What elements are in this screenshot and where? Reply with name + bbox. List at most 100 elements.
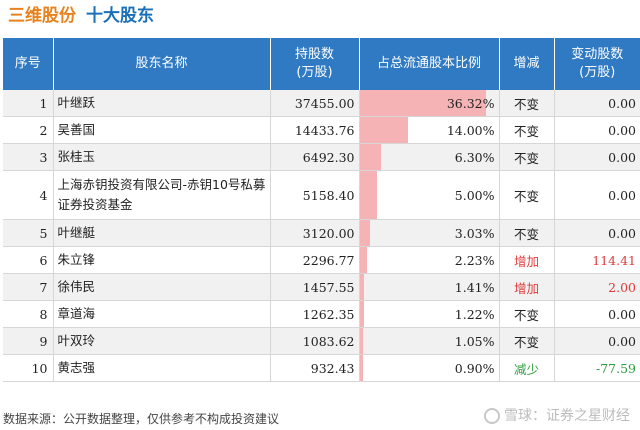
shares-held: 1083.62 xyxy=(270,327,360,355)
shareholders-table: 序号 股东名称 持股数 (万股) 占总流通股本比例 增减 变动股数 (万股) 1 叶继… xyxy=(3,38,640,382)
shares-delta: -77.59 xyxy=(554,354,640,382)
ratio-cell: 1.05% xyxy=(359,327,500,355)
shares-delta: 114.41 xyxy=(554,246,640,274)
shares-delta: 0.00 xyxy=(554,170,640,220)
shares-held: 6492.30 xyxy=(270,143,360,171)
change-cell: 不变 xyxy=(499,116,555,144)
change-cell: 不变 xyxy=(499,90,555,117)
table-row[interactable]: 5 叶继艇 3120.00 3.03% 不变 0.00 xyxy=(3,219,640,247)
shareholder-name: 黄志强 xyxy=(53,354,271,382)
ratio-cell: 5.00% xyxy=(359,170,500,220)
change-cell: 增加 xyxy=(499,246,555,274)
column-header-change[interactable]: 增减 xyxy=(499,38,555,90)
shareholder-name: 张桂玉 xyxy=(53,143,271,171)
data-source-note: 数据来源：公开数据整理，仅供参考不构成投资建议 xyxy=(3,412,280,426)
shareholder-name: 徐伟民 xyxy=(53,273,271,301)
ratio-value: 5.00% xyxy=(454,187,495,203)
table-row[interactable]: 4 上海赤钥投资有限公司-赤钥10号私募证券投资基金 5158.40 5.00% 不变 0… xyxy=(3,170,640,220)
ratio-bar xyxy=(359,355,363,381)
table-row[interactable]: 8 章道海 1262.35 1.22% 不变 0.00 xyxy=(3,300,640,328)
row-index: 9 xyxy=(3,327,54,355)
ratio-bar xyxy=(359,117,409,143)
table-row[interactable]: 7 徐伟民 1457.55 1.41% 增加 2.00 xyxy=(3,273,640,301)
change-status: 不变 xyxy=(513,96,539,112)
change-status: 不变 xyxy=(513,123,539,139)
shareholder-name: 叶继艇 xyxy=(53,219,271,247)
shares-held: 3120.00 xyxy=(270,219,360,247)
table-row[interactable]: 10 黄志强 932.43 0.90% 减少 -77.59 xyxy=(3,354,640,382)
ratio-value: 1.22% xyxy=(454,306,495,322)
shares-held: 1262.35 xyxy=(270,300,360,328)
column-header-shares[interactable]: 持股数 (万股) xyxy=(270,38,360,90)
shareholder-name: 章道海 xyxy=(53,300,271,328)
shares-delta: 0.00 xyxy=(554,116,640,144)
page-title: 三维股份 十大股东 xyxy=(8,4,154,28)
change-status: 不变 xyxy=(513,334,539,350)
row-index: 2 xyxy=(3,116,54,144)
shares-delta: 0.00 xyxy=(554,90,640,117)
ratio-value: 2.23% xyxy=(454,252,495,268)
change-cell: 不变 xyxy=(499,143,555,171)
ratio-cell: 0.90% xyxy=(359,354,500,382)
shares-held: 14433.76 xyxy=(270,116,360,144)
shareholder-name: 叶继跃 xyxy=(53,90,271,117)
change-cell: 不变 xyxy=(499,300,555,328)
shares-delta: 0.00 xyxy=(554,300,640,328)
ratio-value: 1.41% xyxy=(454,279,495,295)
ratio-bar xyxy=(359,90,486,116)
column-header-index[interactable]: 序号 xyxy=(3,38,54,90)
page-subtitle: 十大股东 xyxy=(86,6,154,26)
row-index: 8 xyxy=(3,300,54,328)
row-index: 3 xyxy=(3,143,54,171)
change-status: 不变 xyxy=(513,150,539,166)
row-index: 1 xyxy=(3,90,54,117)
ratio-bar xyxy=(359,171,377,219)
change-status: 不变 xyxy=(513,226,539,242)
row-index: 5 xyxy=(3,219,54,247)
ratio-cell: 3.03% xyxy=(359,219,500,247)
change-status: 不变 xyxy=(513,188,539,204)
row-index: 6 xyxy=(3,246,54,274)
ratio-value: 1.05% xyxy=(454,333,495,349)
ratio-bar xyxy=(359,274,365,300)
brand-watermark: 雪球：证券之星财经 xyxy=(484,405,630,425)
shareholder-name: 上海赤钥投资有限公司-赤钥10号私募证券投资基金 xyxy=(53,170,271,220)
ratio-cell: 1.41% xyxy=(359,273,500,301)
ratio-value: 14.00% xyxy=(446,122,495,138)
column-header-ratio[interactable]: 占总流通股本比例 xyxy=(359,38,500,90)
shares-held: 5158.40 xyxy=(270,170,360,220)
ratio-cell: 36.32% xyxy=(359,90,500,117)
shares-delta: 0.00 xyxy=(554,219,640,247)
ratio-bar xyxy=(359,328,364,354)
ratio-bar xyxy=(359,144,382,170)
shares-held: 1457.55 xyxy=(270,273,360,301)
ratio-cell: 2.23% xyxy=(359,246,500,274)
change-cell: 减少 xyxy=(499,354,555,382)
shareholder-name: 吴善国 xyxy=(53,116,271,144)
column-header-name[interactable]: 股东名称 xyxy=(53,38,271,90)
ratio-cell: 6.30% xyxy=(359,143,500,171)
table-row[interactable]: 3 张桂玉 6492.30 6.30% 不变 0.00 xyxy=(3,143,640,171)
ratio-cell: 14.00% xyxy=(359,116,500,144)
brand-label: 雪球：证券之星财经 xyxy=(504,408,630,424)
shares-held: 2296.77 xyxy=(270,246,360,274)
change-cell: 增加 xyxy=(499,273,555,301)
shares-delta: 0.00 xyxy=(554,143,640,171)
ratio-value: 3.03% xyxy=(454,225,495,241)
change-status: 增加 xyxy=(513,253,539,269)
company-name: 三维股份 xyxy=(8,6,76,26)
change-cell: 不变 xyxy=(499,219,555,247)
change-cell: 不变 xyxy=(499,327,555,355)
table-row[interactable]: 1 叶继跃 37455.00 36.32% 不变 0.00 xyxy=(3,90,640,117)
table-row[interactable]: 9 叶双玲 1083.62 1.05% 不变 0.00 xyxy=(3,327,640,355)
ratio-value: 6.30% xyxy=(454,149,495,165)
row-index: 4 xyxy=(3,170,54,220)
table-row[interactable]: 6 朱立锋 2296.77 2.23% 增加 114.41 xyxy=(3,246,640,274)
ratio-bar xyxy=(359,247,368,273)
ratio-value: 0.90% xyxy=(454,360,495,376)
column-header-delta[interactable]: 变动股数 (万股) xyxy=(554,38,640,90)
change-status: 减少 xyxy=(513,361,539,377)
table-row[interactable]: 2 吴善国 14433.76 14.00% 不变 0.00 xyxy=(3,116,640,144)
ratio-bar xyxy=(359,301,364,327)
table-header-row: 序号 股东名称 持股数 (万股) 占总流通股本比例 增减 变动股数 (万股) xyxy=(3,38,640,90)
